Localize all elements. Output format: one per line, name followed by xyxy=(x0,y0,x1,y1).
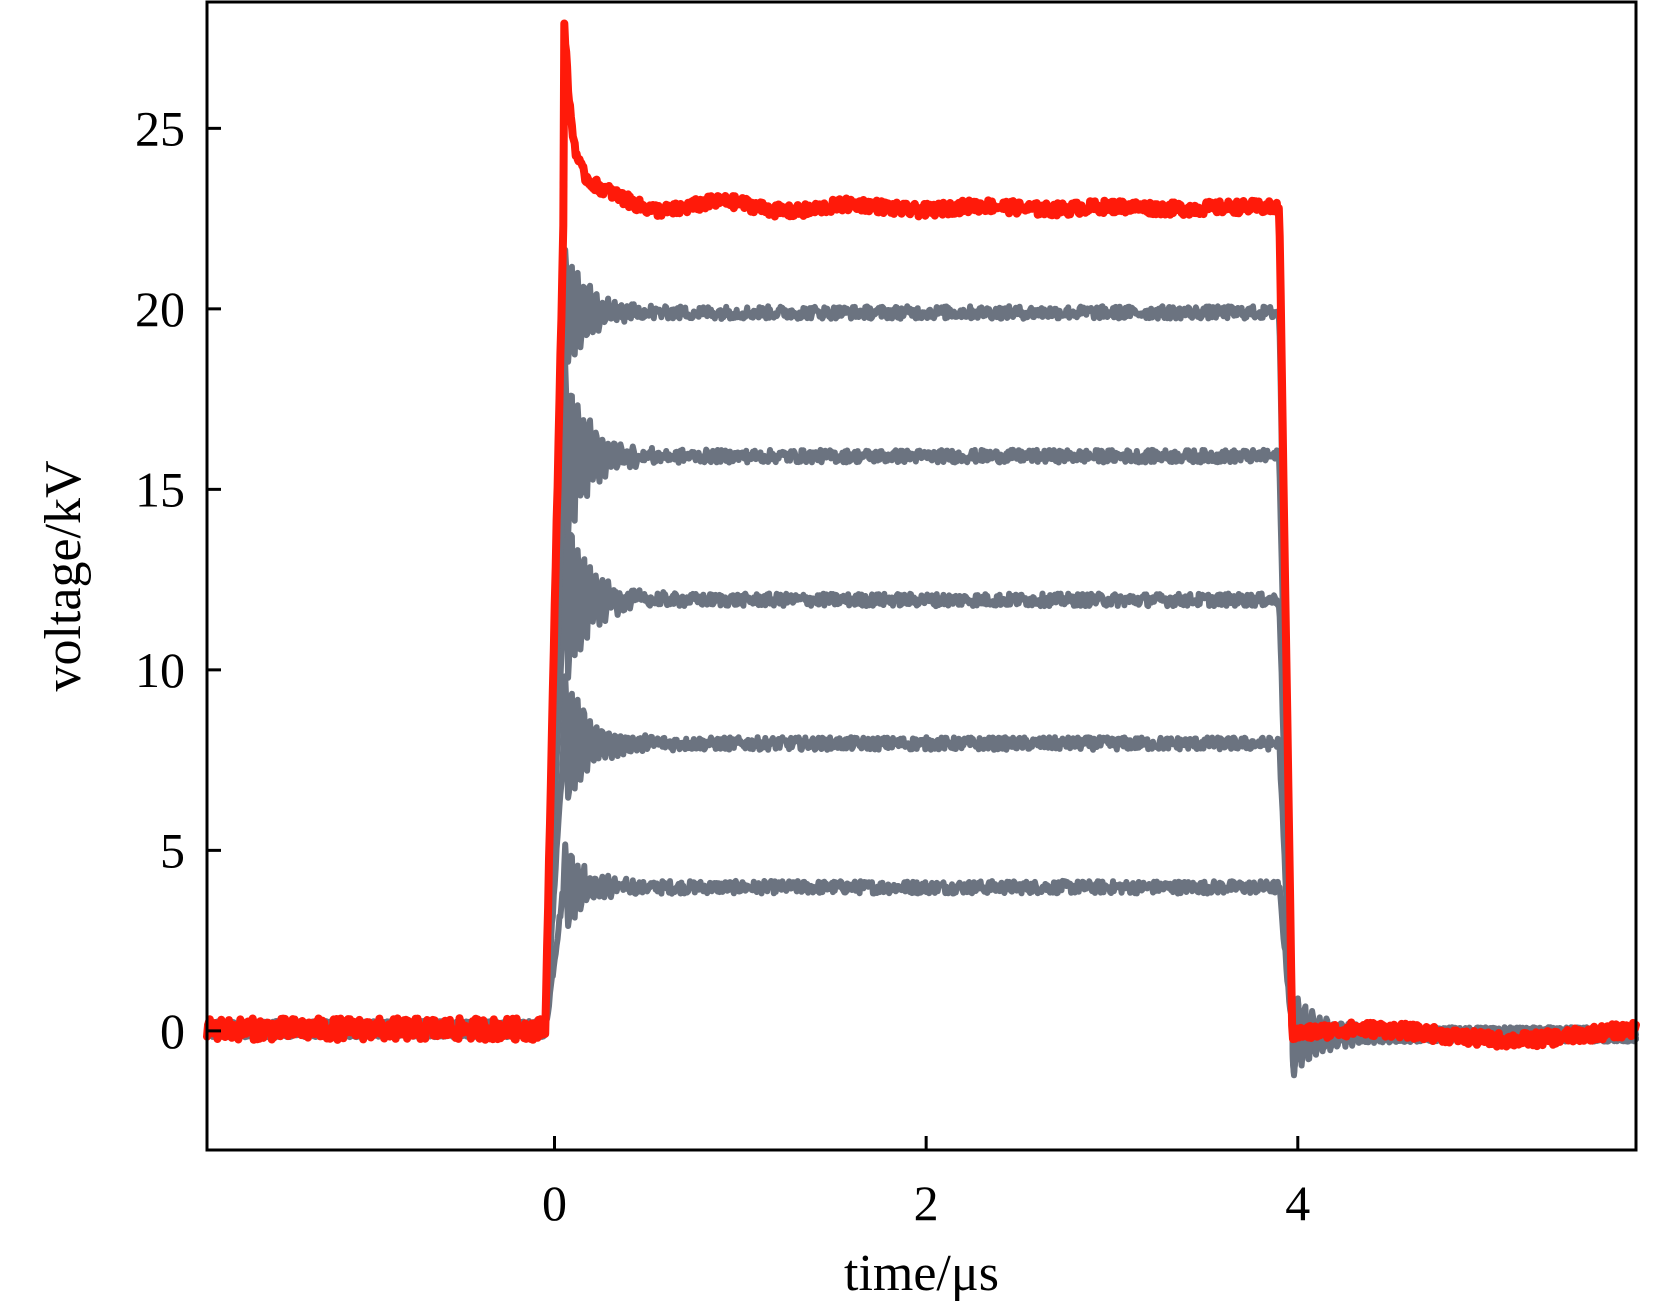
y-axis-label: voltage/kV xyxy=(35,460,92,691)
y-tick-label: 20 xyxy=(135,281,185,337)
x-tick-label: 4 xyxy=(1285,1175,1310,1231)
plot-frame xyxy=(205,0,1638,1152)
x-tick-label: 2 xyxy=(914,1175,939,1231)
series-line-gray xyxy=(204,673,1639,1072)
y-tick-label: 25 xyxy=(135,100,185,156)
series-line-gray xyxy=(204,512,1639,1077)
x-tick-label: 0 xyxy=(542,1175,567,1231)
x-axis-label: time/μs xyxy=(844,1245,999,1302)
y-axis-ticks: 0 5 10 15 20 25 xyxy=(135,100,221,1059)
series-line-highlight xyxy=(203,19,1640,1051)
y-tick-label: 5 xyxy=(160,822,185,878)
series-line-gray xyxy=(204,361,1639,1077)
x-axis-ticks: 0 2 4 xyxy=(542,1136,1310,1231)
y-tick-label: 15 xyxy=(135,461,185,517)
series-line-gray xyxy=(204,246,1639,1079)
y-tick-label: 10 xyxy=(135,642,185,698)
y-tick-label: 0 xyxy=(160,1003,185,1059)
plot-series xyxy=(203,19,1640,1079)
